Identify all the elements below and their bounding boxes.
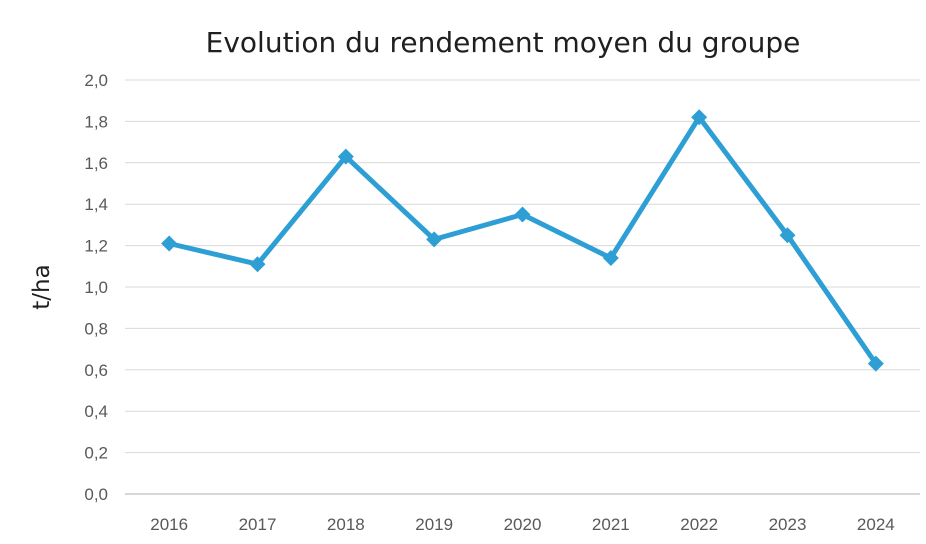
x-tick-label: 2016 [150,515,188,534]
y-tick-label: 1,0 [84,278,108,297]
y-tick-label: 1,2 [84,237,108,256]
y-axis-ticks: 0,0 0,2 0,4 0,6 0,8 1,0 1,2 1,4 1,6 1,8 2,0 [84,71,108,504]
data-point-marker [337,148,354,165]
x-tick-label: 2024 [857,515,895,534]
x-tick-label: 2018 [327,515,365,534]
data-point-marker [691,109,708,126]
y-axis-label: t/ha [29,264,55,309]
data-point-marker [249,256,266,273]
gridlines [125,79,920,495]
x-tick-label: 2021 [592,515,630,534]
y-tick-label: 0,6 [84,361,108,380]
x-tick-label: 2022 [680,515,718,534]
x-tick-label: 2017 [239,515,277,534]
x-tick-label: 2023 [769,515,807,534]
data-point-marker [602,250,619,267]
data-point-marker [867,355,884,372]
y-tick-label: 1,4 [84,195,108,214]
data-point-marker [161,235,178,252]
y-tick-label: 1,8 [84,112,108,131]
y-tick-label: 0,0 [84,485,108,504]
x-axis-ticks: 2016 2017 2018 2019 2020 2021 2022 2023 2024 [150,515,894,534]
y-tick-label: 0,8 [84,319,108,338]
series-group [161,109,884,372]
chart-title: Evolution du rendement moyen du groupe [206,26,801,59]
y-tick-label: 2,0 [84,71,108,90]
x-tick-label: 2019 [415,515,453,534]
y-tick-label: 1,6 [84,154,108,173]
data-point-marker [426,231,443,248]
y-tick-label: 0,4 [84,402,108,421]
series-line [166,114,879,367]
data-point-marker [779,227,796,244]
data-point-marker [514,206,531,223]
x-tick-label: 2020 [504,515,542,534]
y-tick-label: 0,2 [84,444,108,463]
